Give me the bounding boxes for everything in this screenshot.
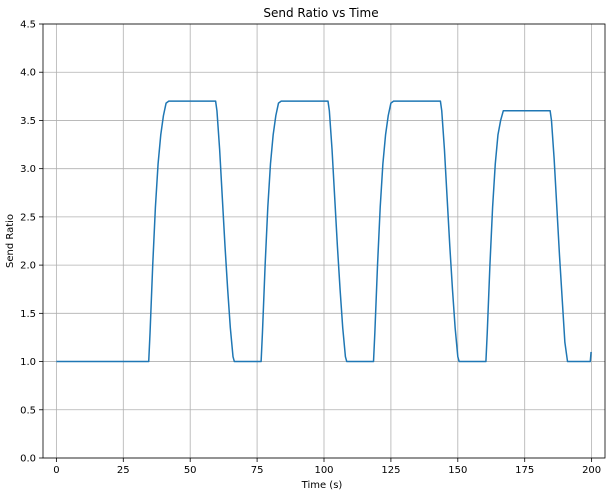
y-tick-label: 1.5 bbox=[20, 309, 36, 320]
y-tick-label: 4.5 bbox=[20, 20, 36, 31]
x-tick-label: 100 bbox=[314, 465, 333, 476]
y-tick-label: 2.0 bbox=[20, 261, 36, 272]
x-tick-label: 175 bbox=[515, 465, 534, 476]
x-tick-label: 125 bbox=[381, 465, 400, 476]
x-tick-label: 25 bbox=[117, 465, 130, 476]
series-line bbox=[56, 100, 592, 363]
y-tick-label: 2.5 bbox=[20, 212, 36, 223]
y-tick-label: 3.0 bbox=[20, 164, 36, 175]
y-tick-label: 1.0 bbox=[20, 357, 36, 368]
x-tick-label: 200 bbox=[582, 465, 601, 476]
x-tick-label: 0 bbox=[53, 465, 59, 476]
x-tick-label: 150 bbox=[448, 465, 467, 476]
y-tick-label: 4.0 bbox=[20, 68, 36, 79]
y-tick-label: 0.0 bbox=[20, 454, 36, 465]
y-tick-label: 3.5 bbox=[20, 116, 36, 127]
x-axis-label: Time (s) bbox=[301, 480, 343, 491]
y-tick-label: 0.5 bbox=[20, 405, 36, 416]
x-tick-label: 50 bbox=[184, 465, 197, 476]
y-axis-label: Send Ratio bbox=[5, 214, 16, 268]
x-tick-label: 75 bbox=[251, 465, 264, 476]
plot-area: 0 25 50 75 100 125 150 175 200 0.0 0.5 1.0 1.5 2.0 2.5… bbox=[20, 20, 606, 476]
chart-title: Send Ratio vs Time bbox=[263, 6, 378, 20]
